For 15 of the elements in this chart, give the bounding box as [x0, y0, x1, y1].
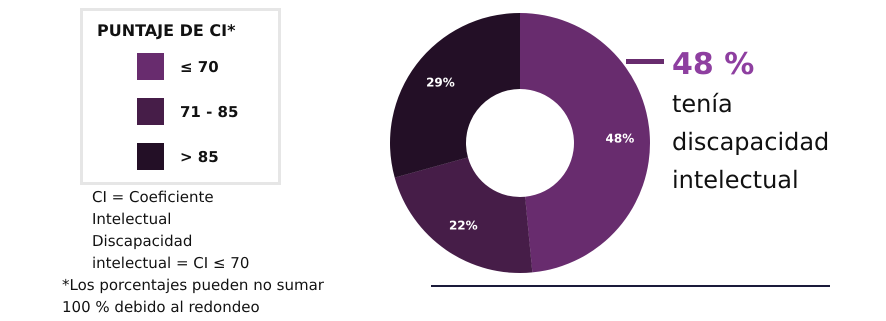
legend-label: ≤ 70 — [180, 58, 219, 76]
legend-label: 71 - 85 — [180, 103, 238, 121]
donut-slice — [390, 13, 520, 178]
data-label: 22% — [448, 218, 478, 233]
text: Discapacidad intelectual = CI ≤ 70 — [92, 232, 250, 272]
donut-slice — [394, 157, 532, 273]
text: 48 % — [672, 47, 754, 82]
data-label: 29% — [426, 76, 455, 90]
text: tenía discapacidad intelectual — [672, 90, 830, 194]
text: *Los porcentajes pueden no sumar 100 % debido al redondeo — [62, 276, 325, 316]
legend-title: PUNTAJE DE CI* — [97, 21, 236, 40]
data-label: 48% — [606, 131, 634, 146]
donut-slice — [520, 13, 650, 272]
text: CI = Coeficiente Intelectual — [92, 188, 214, 228]
legend-label: > 85 — [180, 148, 219, 166]
